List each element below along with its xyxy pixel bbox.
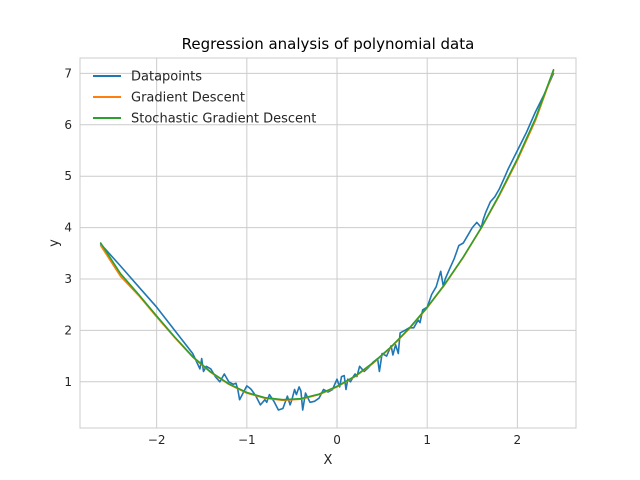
legend-label-gradient-descent: Gradient Descent bbox=[131, 91, 245, 106]
y-tick-label: 6 bbox=[64, 118, 72, 132]
y-tick-label: 7 bbox=[64, 66, 72, 80]
x-tick-label: 1 bbox=[423, 433, 431, 447]
x-tick-labels: −2 −1 0 1 2 bbox=[148, 433, 521, 447]
series-line-stochastic-gradient-descent bbox=[99, 69, 555, 401]
legend-label-datapoints: Datapoints bbox=[131, 70, 202, 85]
y-tick-labels: 1 2 3 4 5 6 7 bbox=[64, 66, 72, 388]
y-tick-label: 2 bbox=[64, 323, 72, 337]
y-tick-label: 5 bbox=[64, 169, 72, 183]
chart-title: Regression analysis of polynomial data bbox=[182, 35, 475, 53]
y-tick-label: 1 bbox=[64, 375, 72, 389]
x-tick-label: 2 bbox=[514, 433, 522, 447]
x-tick-label: −1 bbox=[238, 433, 256, 447]
series-group bbox=[99, 69, 555, 411]
x-tick-label: −2 bbox=[148, 433, 166, 447]
grid bbox=[80, 58, 576, 428]
legend-label-stochastic-gradient-descent: Stochastic Gradient Descent bbox=[131, 112, 316, 127]
legend: Datapoints Gradient Descent Stochastic Gra… bbox=[93, 70, 316, 127]
y-axis-label: y bbox=[47, 239, 62, 247]
x-axis-label: X bbox=[324, 453, 333, 468]
y-tick-label: 4 bbox=[64, 221, 72, 235]
x-tick-label: 0 bbox=[333, 433, 341, 447]
plot-frame bbox=[79, 57, 577, 429]
series-line-datapoints bbox=[99, 72, 555, 411]
y-tick-label: 3 bbox=[64, 272, 72, 286]
